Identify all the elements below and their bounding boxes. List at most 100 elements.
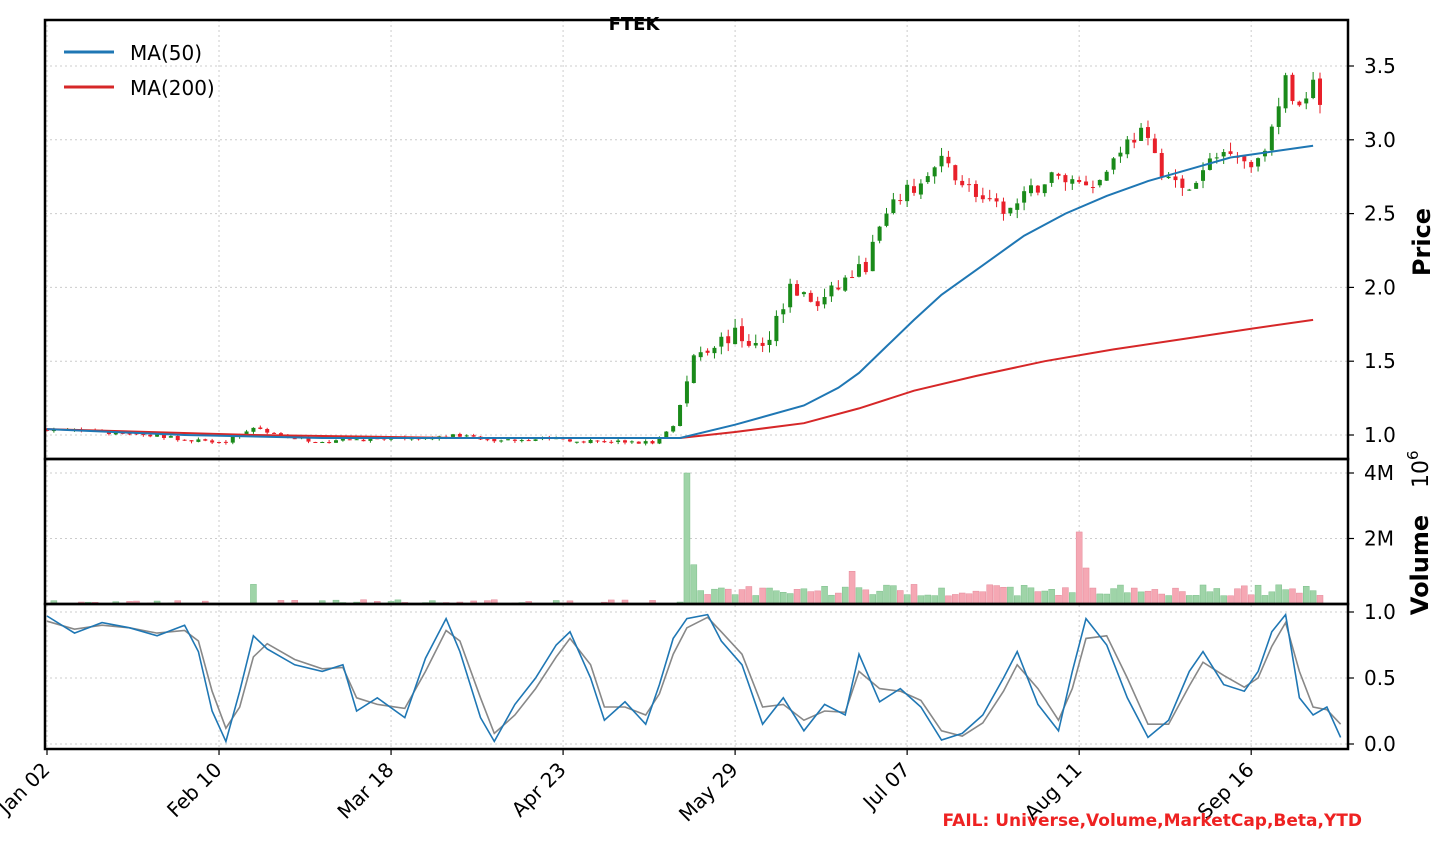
candle-body: [334, 440, 339, 443]
volume-bar: [1137, 591, 1145, 605]
candle-body: [953, 165, 958, 181]
candle-body: [1042, 184, 1047, 194]
candle-body: [354, 439, 359, 441]
volume-bar: [1117, 584, 1124, 605]
candle-body: [1180, 178, 1185, 188]
candle-body: [368, 438, 373, 441]
candle-body: [1063, 175, 1068, 183]
candle-body: [602, 441, 607, 443]
candle-body: [609, 441, 614, 443]
volume-bar: [697, 590, 704, 605]
candle-body: [581, 441, 586, 443]
candle-body: [746, 341, 751, 346]
candle-body: [863, 261, 868, 273]
volume-bar: [1192, 595, 1200, 605]
candle-body: [698, 352, 703, 358]
candle-body: [1304, 98, 1309, 104]
candle-body: [320, 442, 325, 444]
candle-body: [217, 442, 222, 444]
candle-body: [712, 347, 717, 354]
osc-panel-frame: [43, 602, 1350, 751]
candle-body: [471, 435, 476, 437]
volume-bar: [1158, 593, 1165, 605]
volume-bar: [1103, 593, 1110, 605]
candle-body: [856, 264, 861, 277]
candle-body: [898, 200, 903, 202]
price-tick-label: 1.5: [1364, 349, 1396, 373]
volume-bar: [752, 595, 760, 605]
volume-exponent-label: 106: [1404, 450, 1434, 488]
candle-body: [801, 292, 806, 295]
volume-bar: [965, 593, 973, 605]
volume-bar: [1096, 593, 1104, 605]
candle-body: [891, 199, 896, 214]
volume-bar: [1206, 591, 1214, 605]
volume-bar: [828, 594, 835, 605]
volume-axis-label: Volume: [1406, 515, 1434, 615]
volume-bar: [1130, 587, 1138, 605]
candle-body: [210, 440, 215, 443]
candle-body: [155, 434, 160, 437]
candle-body: [1201, 170, 1206, 181]
candle-body: [1111, 158, 1116, 170]
volume-bar: [910, 584, 918, 605]
candle-body: [512, 439, 517, 441]
candle-body: [980, 195, 985, 200]
candle-body: [753, 342, 758, 346]
candle-body: [230, 436, 235, 443]
candle-body: [850, 277, 855, 279]
volume-bar: [841, 586, 849, 605]
candle-body: [1049, 172, 1054, 183]
volume-bar: [938, 587, 945, 605]
price-tick-label: 1.0: [1364, 423, 1396, 447]
candle-body: [499, 440, 504, 442]
x-tick-label: May 29: [674, 758, 743, 827]
volume-bar: [1282, 589, 1289, 605]
candle-body: [781, 309, 786, 315]
candle-body: [1276, 106, 1281, 127]
candle-body: [347, 439, 352, 441]
candle-body: [684, 381, 689, 404]
candle-body: [1145, 127, 1150, 138]
candle-body: [244, 431, 249, 435]
volume-bar: [1309, 590, 1317, 605]
candle-body: [457, 433, 462, 437]
candle-body: [1035, 185, 1040, 193]
candle-body: [836, 287, 841, 290]
volume-tick-label: 4M: [1364, 461, 1394, 485]
volume-bar: [1110, 588, 1117, 605]
candle-body: [623, 440, 628, 443]
candle-body: [182, 439, 187, 441]
candle-body: [1228, 151, 1233, 154]
candle-body: [148, 434, 153, 437]
volume-bar: [1027, 587, 1035, 605]
candle-body: [829, 285, 834, 297]
candle-body: [272, 432, 277, 434]
candle-body: [1159, 152, 1164, 177]
candle-body: [327, 442, 332, 444]
candle-body: [822, 297, 827, 305]
volume-bar: [1124, 592, 1131, 605]
price-tick-label: 2.5: [1364, 202, 1396, 226]
candle-body: [643, 441, 648, 444]
volume-bar: [1151, 589, 1159, 605]
candle-body: [203, 439, 208, 441]
x-tick-label: Jul 07: [857, 758, 915, 816]
candle-body: [733, 327, 738, 345]
candle-body: [1242, 156, 1247, 162]
volume-bar: [1302, 586, 1310, 605]
volume-bar: [800, 588, 808, 605]
candle-body: [1187, 189, 1192, 191]
axes: Jan 02 Feb 10 Mar 18 Apr 23 May 29 Jul 07 Aug …: [0, 18, 1396, 827]
candle-body: [774, 315, 779, 342]
candle-body: [808, 292, 813, 302]
candle-body: [1118, 152, 1123, 157]
price-tick-label: 3.0: [1364, 128, 1396, 152]
grid-layer: [45, 20, 1348, 749]
price-tick-label: 2.0: [1364, 275, 1396, 299]
volume-bar: [917, 595, 925, 605]
candle-body: [884, 213, 889, 226]
candle-body: [361, 439, 366, 442]
volume-bar: [766, 587, 773, 605]
